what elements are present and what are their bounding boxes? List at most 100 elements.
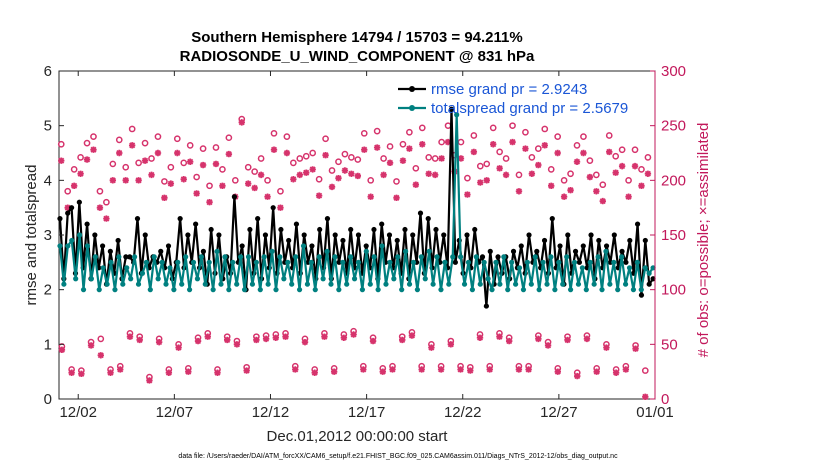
obs-possible-marker [77,154,84,161]
rmse-line [58,108,654,308]
obs-possible-marker [412,164,420,172]
obs-assimilated-marker [437,366,445,373]
obs-possible-marker [438,138,445,146]
totalspread-point [461,281,468,287]
obs-assimilated-marker [470,148,478,156]
obs-possible-marker [186,141,194,149]
totalspread-point [399,287,405,293]
totalspread-point [458,254,464,260]
obs-possible-marker [83,139,91,147]
totalspread-point [564,254,570,260]
obs-possible-marker [97,335,105,343]
obs-assimilated-marker [560,193,568,200]
obs-assimilated-marker [399,157,407,164]
rmse-point [340,237,346,244]
obs-assimilated-marker [135,177,142,184]
obs-assimilated-marker [126,333,134,340]
rmse-point [76,199,82,205]
obs-assimilated-marker [599,197,606,205]
obs-assimilated-marker [464,191,471,198]
totalspread-point [638,287,644,293]
obs-assimilated-marker [380,171,387,179]
obs-possible-marker [367,176,375,184]
obs-assimilated-marker [251,184,258,192]
obs-possible-marker [57,140,65,148]
obs-possible-marker [399,140,407,148]
obs-possible-marker [315,175,323,183]
totalspread-point [422,276,428,282]
rmse-point [100,243,106,249]
obs-assimilated-marker [186,158,194,165]
obs-possible-marker [502,155,510,162]
obs-possible-marker [431,155,439,162]
totalspread-point [183,254,189,260]
totalspread-point [159,259,165,265]
obs-assimilated-marker [509,138,516,146]
rmse-point [464,232,470,238]
rmse-point [293,221,300,227]
obs-assimilated-marker [174,149,181,157]
rmse-point [394,237,400,244]
obs-possible-marker [96,187,104,195]
obs-possible-marker [64,187,72,195]
obs-assimilated-marker [369,337,377,345]
totalspread-point [73,276,79,282]
rmse-point [127,254,133,260]
obs-assimilated-marker [522,145,529,152]
obs-assimilated-marker [622,366,630,373]
totalspread-point [603,248,609,254]
obs-possible-marker [309,149,317,157]
rmse-point [611,232,617,238]
obs-assimilated-marker [311,369,318,376]
y-tick-label: 4 [44,172,52,189]
totalspread-point [634,259,640,265]
obs-assimilated-marker [146,377,153,384]
obs-assimilated-marker [486,366,493,373]
totalspread-point [501,254,507,260]
obs-assimilated-marker [535,335,542,343]
y-tick-label: 1 [44,336,52,353]
obs-assimilated-marker [477,179,484,186]
obs-assimilated-marker [564,336,571,344]
obs-possible-marker [631,146,639,154]
obs-possible-marker [515,171,523,179]
obs-possible-marker [496,148,503,156]
totalspread-point [198,254,204,260]
rmse-point [115,237,121,244]
rmse-point [627,237,633,244]
totalspread-point [520,287,527,293]
totalspread-point [403,248,409,254]
obs-possible-marker [528,154,536,161]
obs-possible-marker [173,135,181,143]
totalspread-point [300,243,307,249]
totalspread-point [450,254,456,260]
obs-assimilated-marker [303,169,310,176]
rmse-point [200,248,206,254]
obs-assimilated-marker [117,366,124,373]
obs-assimilated-marker [361,146,368,153]
rmse-point [57,216,63,222]
totalspread-point [359,287,366,293]
totalspread-point [485,276,491,282]
rmse-point [231,194,238,200]
obs-assimilated-marker [419,141,426,148]
totalspread-point [544,281,550,287]
totalspread-point [143,259,149,265]
obs-assimilated-marker [548,182,555,189]
axis-ticks: 12/02 12/07 12/12 12/17 12/22 12/27 01/0101234… [44,63,686,421]
rmse-point [402,226,408,233]
obs-assimilated-marker [243,367,250,374]
totalspread-point [100,265,106,271]
y-axis-label: rmse and totalspread [23,165,40,306]
obs-assimilated-marker [586,173,594,181]
totalspread-point [112,287,118,293]
obs-assimilated-marker [175,344,182,351]
obs-possible-marker [122,163,130,171]
obs-assimilated-marker [141,157,149,164]
totalspread-point [210,287,216,293]
totalspread-point [171,287,177,293]
obs-possible-marker [418,124,426,132]
totalspread-point [175,259,181,265]
totalspread-point [241,287,248,293]
totalspread-point [108,259,114,265]
